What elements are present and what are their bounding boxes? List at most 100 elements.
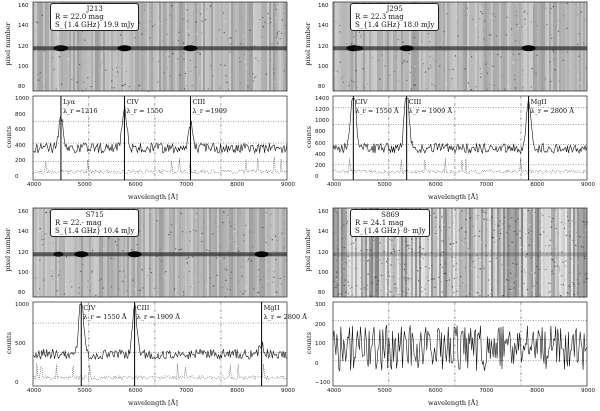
image-noise — [510, 54, 513, 56]
image-ytick: 100 — [18, 63, 29, 70]
image-noise — [36, 261, 38, 263]
image-noise — [458, 229, 460, 231]
image-noise — [279, 37, 281, 40]
image-noise — [362, 269, 364, 271]
image-noise — [168, 233, 170, 236]
image-noise — [252, 80, 254, 82]
x-tick: 8000 — [230, 182, 245, 188]
image-noise — [118, 239, 120, 241]
image-noise — [446, 279, 448, 282]
image-noise — [523, 269, 525, 271]
image-noise — [484, 210, 486, 213]
image-noise — [495, 223, 497, 225]
image-noise — [488, 266, 490, 268]
line-name: CIII — [408, 98, 422, 106]
image-column — [571, 208, 573, 297]
image-noise — [492, 236, 494, 239]
image-noise — [396, 249, 398, 252]
image-noise — [540, 273, 543, 275]
image-noise — [573, 294, 575, 296]
image-noise — [546, 8, 548, 10]
image-noise — [89, 67, 91, 69]
image-noise — [335, 249, 337, 251]
image-noise — [407, 244, 409, 246]
image-noise — [534, 272, 536, 274]
image-noise — [490, 280, 492, 282]
image-noise — [338, 281, 340, 283]
image-noise — [355, 248, 357, 250]
radio-flux: S_{1.4 GHz} 18.0 mJy — [355, 21, 435, 29]
image-noise — [512, 262, 514, 265]
image-noise — [470, 53, 472, 55]
image-noise — [437, 273, 439, 275]
image-noise — [428, 32, 430, 35]
image-noise — [501, 264, 503, 266]
image-noise — [543, 231, 545, 233]
image-noise — [102, 287, 104, 289]
image-noise — [372, 57, 374, 59]
image-noise — [394, 287, 396, 289]
image-noise — [111, 80, 113, 82]
image-noise — [403, 276, 406, 279]
panel-b: J295 R = 22.3 mag S_{1.4 GHz} 18.0 mJy C… — [300, 0, 600, 205]
image-noise — [372, 270, 374, 272]
image-ytick: 160 — [318, 209, 329, 215]
image-noise — [165, 225, 167, 227]
image-noise — [435, 232, 437, 235]
image-noise — [419, 274, 421, 276]
image-noise — [534, 280, 536, 282]
image-noise — [467, 285, 469, 287]
image-noise — [405, 279, 407, 281]
image-noise — [412, 247, 414, 249]
image-noise — [345, 209, 347, 212]
image-noise — [418, 280, 420, 282]
image-noise — [121, 65, 124, 68]
image-noise — [469, 217, 471, 219]
image-noise — [36, 3, 38, 5]
image-noise — [448, 68, 451, 71]
image-noise — [580, 246, 583, 248]
image-noise — [512, 62, 514, 64]
image-noise — [523, 23, 526, 25]
image-noise — [527, 209, 529, 212]
image-noise — [123, 84, 125, 87]
image-noise — [201, 232, 203, 234]
image-noise — [463, 228, 465, 230]
image-noise — [111, 87, 113, 89]
image-column — [533, 208, 535, 297]
image-column — [531, 208, 533, 297]
image-noise — [92, 249, 94, 252]
emission-blob — [183, 45, 198, 52]
image-noise — [262, 26, 264, 28]
image-noise — [360, 277, 362, 279]
image-noise — [402, 41, 404, 43]
image-noise — [166, 85, 168, 88]
image-noise — [238, 57, 240, 59]
image-noise — [550, 34, 552, 36]
info-box: J295 R = 22.3 mag S_{1.4 GHz} 18.0 mJy — [350, 3, 440, 31]
image-noise — [511, 293, 513, 295]
image-noise — [230, 271, 233, 273]
image-column — [451, 208, 453, 297]
image-noise — [457, 276, 460, 278]
image-noise — [414, 84, 416, 87]
image-noise — [218, 210, 220, 212]
image-noise — [150, 234, 152, 236]
image-noise — [456, 233, 459, 235]
image-noise — [461, 257, 463, 259]
image-noise — [568, 70, 570, 73]
image-noise — [444, 255, 446, 257]
image-noise — [71, 79, 73, 81]
image-noise — [564, 283, 566, 285]
image-noise — [219, 258, 221, 260]
image-noise — [379, 78, 381, 80]
image-ytick: 100 — [318, 63, 329, 70]
image-noise — [480, 269, 482, 271]
image-noise — [225, 275, 228, 277]
line-name: CIV — [83, 304, 96, 312]
image-noise — [254, 22, 257, 24]
image-noise — [276, 291, 279, 293]
image-noise — [150, 271, 153, 274]
image-noise — [275, 235, 277, 237]
panel-a-graphics — [32, 1, 288, 181]
